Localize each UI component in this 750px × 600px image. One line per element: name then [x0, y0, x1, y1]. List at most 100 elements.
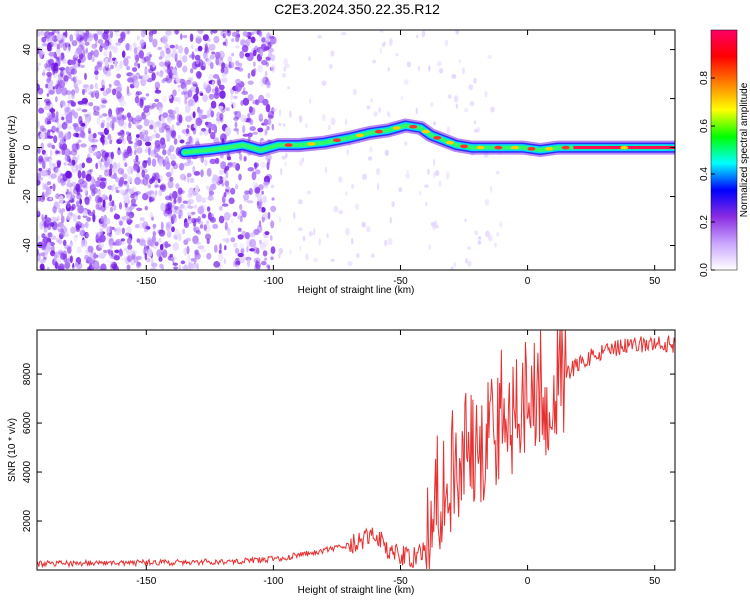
heatmap-speckle — [467, 246, 472, 250]
heatmap-speckle — [322, 113, 326, 122]
heatmap-speckle — [263, 175, 271, 184]
heatmap-speckle — [189, 33, 194, 42]
heatmap-speckle — [69, 59, 76, 65]
heatmap-speckle — [134, 61, 138, 67]
heatmap-speckle — [172, 110, 177, 115]
heatmap-speckle — [79, 230, 86, 237]
heatmap-speckle — [109, 244, 113, 249]
heatmap-speckle — [134, 123, 140, 127]
heatmap-speckle — [44, 217, 52, 223]
heatmap-speckle — [47, 42, 52, 52]
heatmap-speckle — [88, 32, 92, 40]
heatmap-speckle — [44, 151, 48, 161]
heatmap-speckle — [133, 192, 138, 201]
heatmap-speckle — [71, 89, 76, 96]
heatmap-speckle — [73, 111, 78, 119]
heatmap-speckle — [100, 215, 104, 222]
heatmap-speckle — [135, 91, 140, 98]
heatmap-speckle — [159, 184, 166, 191]
heatmap-speckle — [158, 256, 163, 262]
heatmap-speckle — [252, 131, 259, 135]
heatmap-speckle — [289, 249, 292, 255]
heatmap-speckle — [111, 121, 115, 131]
heatmap-speckle — [169, 176, 174, 182]
heatmap-speckle — [144, 205, 149, 211]
heatmap-speckle — [44, 168, 51, 173]
heatmap-speckle — [50, 173, 57, 179]
heatmap-speckle — [130, 198, 136, 205]
heatmap-speckle — [194, 241, 202, 245]
heatmap-speckle — [65, 104, 72, 114]
heatmap-speckle — [46, 266, 50, 270]
heatmap-speckle — [128, 140, 133, 145]
heatmap-speckle — [235, 33, 240, 42]
heatmap-speckle — [54, 167, 58, 174]
heatmap-speckle — [209, 62, 214, 70]
heatmap-speckle — [139, 101, 144, 109]
heatmap-speckle — [39, 221, 44, 230]
heatmap-speckle — [228, 197, 235, 205]
heatmap-speckle — [150, 62, 155, 66]
heatmap-speckle — [63, 106, 70, 113]
heatmap-speckle — [97, 191, 102, 196]
heatmap-speckle — [237, 215, 241, 220]
heatmap-speckle — [115, 238, 122, 246]
heatmap-speckle — [227, 228, 231, 236]
heatmap-speckle — [82, 88, 85, 96]
heatmap-speckle — [58, 130, 64, 139]
heatmap-speckle — [298, 159, 303, 167]
heatmap-speckle — [253, 228, 260, 236]
heatmap-speckle — [184, 46, 189, 55]
heatmap-speckle — [222, 41, 226, 46]
heatmap-speckle — [338, 176, 343, 183]
heatmap-speckle — [37, 210, 41, 218]
heatmap-speckle — [377, 182, 380, 191]
heatmap-speckle — [94, 70, 99, 76]
heatmap-speckle — [109, 163, 113, 171]
heatmap-speckle — [206, 238, 210, 245]
heatmap-speckle — [175, 77, 181, 83]
heatmap-speckle — [157, 229, 164, 235]
heatmap-speckle — [76, 246, 82, 254]
heatmap-speckle — [60, 215, 65, 224]
heatmap-speckle — [62, 239, 67, 246]
heatmap-speckle — [148, 54, 152, 58]
heatmap-speckle — [69, 255, 73, 263]
heatmap-speckle — [52, 41, 58, 47]
heatmap-speckle — [208, 80, 213, 85]
heatmap-speckle — [270, 256, 274, 261]
heatmap-speckle — [250, 36, 256, 44]
heatmap-speckle — [180, 260, 186, 265]
heatmap-speckle — [196, 34, 202, 39]
y-tick-label: -40 — [22, 238, 33, 253]
heatmap-speckle — [473, 120, 477, 125]
heatmap-speckle — [162, 112, 169, 118]
heatmap-speckle — [107, 45, 114, 49]
snr-y-ticks: 2000 4000 6000 8000 — [22, 363, 675, 532]
heatmap-speckle — [96, 60, 104, 65]
heatmap-speckle — [99, 227, 104, 235]
heatmap-speckle — [106, 121, 110, 130]
heatmap-speckle — [101, 119, 106, 124]
heatmap-speckle — [41, 214, 44, 221]
heatmap-speckle — [201, 114, 208, 119]
heatmap-speckle — [60, 69, 64, 78]
heatmap-speckle — [133, 160, 140, 166]
heatmap-speckle — [164, 241, 169, 249]
heatmap-speckle — [344, 118, 348, 126]
heatmap-speckle — [240, 247, 245, 254]
heatmap-speckle — [166, 34, 169, 41]
heatmap-speckle — [126, 184, 130, 191]
heatmap-speckle — [183, 247, 188, 256]
heatmap-speckle — [187, 124, 190, 128]
heatmap-speckle — [49, 80, 54, 87]
heatmap-speckle — [144, 56, 151, 63]
heatmap-speckle — [173, 30, 180, 35]
heatmap-speckle — [126, 134, 132, 143]
heatmap-speckle — [330, 117, 336, 126]
heatmap-speckle — [178, 162, 185, 171]
heatmap-speckle — [88, 90, 95, 96]
heatmap-speckle — [229, 101, 234, 105]
heatmap-speckle — [207, 196, 215, 201]
heatmap-speckle — [46, 34, 50, 42]
